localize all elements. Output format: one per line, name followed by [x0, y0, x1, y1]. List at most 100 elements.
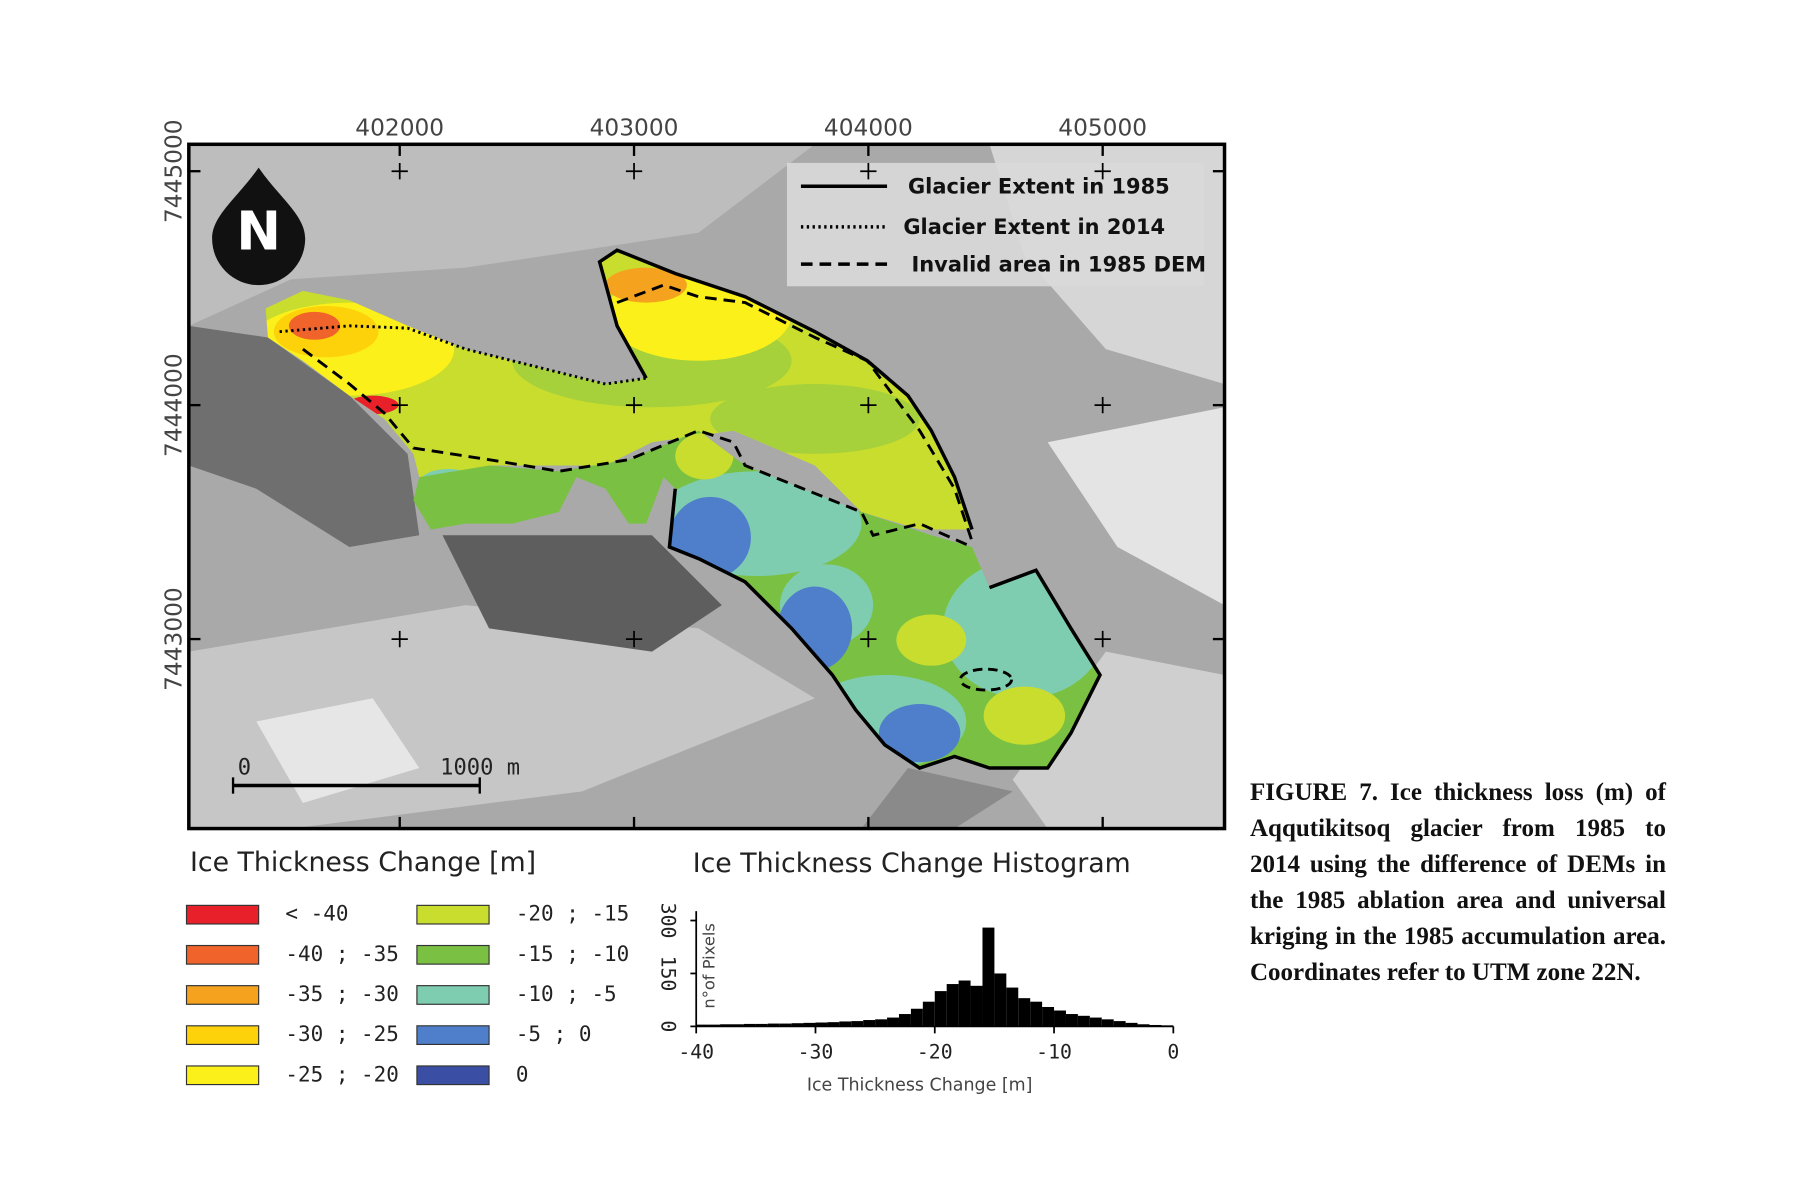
histogram-bar	[946, 984, 959, 1027]
histogram-bar	[970, 985, 983, 1027]
histogram-bar	[803, 1022, 816, 1027]
y-tick-label: 7444000	[160, 353, 187, 457]
legend-swatch	[185, 1025, 260, 1046]
legend-swatch	[416, 1065, 490, 1086]
histogram-bar	[779, 1023, 792, 1027]
histogram-bar	[1137, 1024, 1150, 1027]
legend-swatch	[416, 904, 490, 925]
legend-swatch	[185, 944, 260, 965]
histogram-bar	[1042, 1006, 1055, 1027]
histogram-bar	[1101, 1019, 1114, 1027]
legend-label: < -40	[285, 902, 348, 926]
histogram-bar	[863, 1020, 876, 1027]
legend-swatch	[416, 944, 490, 965]
grid-cross	[1094, 163, 1111, 180]
legend-swatch	[185, 985, 260, 1005]
legend-label: -20 ; -15	[516, 902, 629, 926]
scale-end: 1000 m	[440, 755, 520, 781]
grid-cross	[1094, 630, 1111, 648]
y-tick-label: 0	[657, 1020, 680, 1032]
histogram-title: Ice Thickness Change Histogram	[693, 848, 1131, 879]
legend-swatch	[185, 904, 260, 925]
grid-cross	[625, 630, 643, 648]
histogram-bar	[708, 1024, 721, 1027]
grid-cross	[860, 396, 877, 414]
grid-cross	[860, 163, 877, 180]
map-frame	[187, 142, 1227, 831]
histogram-bar	[1065, 1014, 1078, 1027]
histogram-bar	[1089, 1017, 1102, 1027]
histogram-bar	[767, 1023, 780, 1027]
line-legend-label: Glacier Extent in 2014	[903, 215, 1165, 239]
legend-label: 0	[516, 1062, 529, 1086]
x-tick-label: -40	[678, 1041, 714, 1064]
histogram-bar	[1125, 1022, 1138, 1027]
x-tick-label: -30	[798, 1041, 834, 1064]
histogram-bar	[696, 1024, 709, 1027]
histogram-bar	[994, 973, 1007, 1027]
y-tick-label: 7445000	[160, 119, 187, 223]
line-legend-label: Invalid area in 1985 DEM	[911, 252, 1206, 276]
x-tick-label: 402000	[355, 115, 444, 142]
histogram-bar	[755, 1023, 768, 1027]
grid-cross	[391, 163, 408, 180]
line-legend: Glacier Extent in 1985 Glacier Extent in…	[786, 162, 1206, 287]
legend-label: -10 ; -5	[516, 982, 617, 1006]
histogram-bar	[851, 1021, 864, 1027]
legend-swatch	[416, 985, 490, 1005]
x-tick-label: -20	[917, 1041, 953, 1064]
x-tick-label: 403000	[590, 115, 679, 142]
glacier-outlines	[279, 248, 1103, 770]
histogram-bar	[887, 1017, 899, 1027]
legend-swatch	[185, 1065, 260, 1086]
figure-caption: FIGURE 7. Ice thickness loss (m) of Aqqu…	[1250, 779, 1666, 986]
grid-cross	[625, 396, 643, 414]
x-tick-label: 0	[1167, 1041, 1179, 1064]
histogram-bar	[910, 1008, 923, 1027]
y-tick-label: 150	[657, 956, 680, 992]
grid-cross	[391, 396, 408, 414]
legend-label: -5 ; 0	[516, 1022, 592, 1046]
histogram-bar	[875, 1019, 888, 1027]
x-axis-label: Ice Thickness Change [m]	[807, 1076, 1033, 1096]
histogram-bar	[1018, 998, 1031, 1027]
legend-swatch	[416, 1025, 490, 1046]
histogram-bar	[958, 980, 971, 1027]
x-tick-label: 404000	[824, 115, 913, 142]
histogram-bar	[922, 1001, 935, 1027]
x-tick-label: -10	[1036, 1041, 1072, 1064]
x-tick-label: 405000	[1058, 115, 1147, 142]
grid-cross	[391, 630, 408, 648]
histogram-bar	[839, 1021, 852, 1027]
scale-start: 0	[238, 755, 251, 781]
histogram-bar	[1054, 1010, 1066, 1027]
histogram-bar	[743, 1023, 756, 1027]
y-axis-label: n°of Pixels	[700, 923, 719, 1008]
grid-cross	[860, 630, 877, 648]
north-arrow: N	[212, 167, 306, 286]
histogram-bar	[1077, 1015, 1090, 1027]
grid-cross	[1094, 396, 1111, 414]
legend-label: -25 ; -20	[285, 1062, 398, 1086]
histogram-bar	[720, 1024, 732, 1027]
legend-label: -30 ; -25	[285, 1022, 398, 1046]
histogram-bar	[982, 927, 995, 1027]
histogram-bar	[791, 1023, 804, 1027]
line-legend-label: Glacier Extent in 1985	[908, 174, 1170, 198]
histogram-bar	[815, 1022, 828, 1027]
legend-label: -40 ; -35	[285, 942, 398, 966]
grid-cross	[625, 163, 643, 180]
scale-bar: 0 1000 m	[231, 755, 520, 794]
histogram-bar	[934, 991, 947, 1027]
histogram-bar	[1113, 1021, 1126, 1027]
legend-title: Ice Thickness Change [m]	[190, 847, 536, 878]
histogram-bar	[898, 1014, 911, 1027]
y-tick-label: 7443000	[160, 587, 187, 691]
histogram-bar	[1006, 987, 1019, 1027]
legend-label: -35 ; -30	[285, 982, 398, 1006]
histogram-bar	[731, 1024, 744, 1027]
y-tick-label: 300	[657, 903, 680, 939]
north-label: N	[236, 200, 281, 263]
